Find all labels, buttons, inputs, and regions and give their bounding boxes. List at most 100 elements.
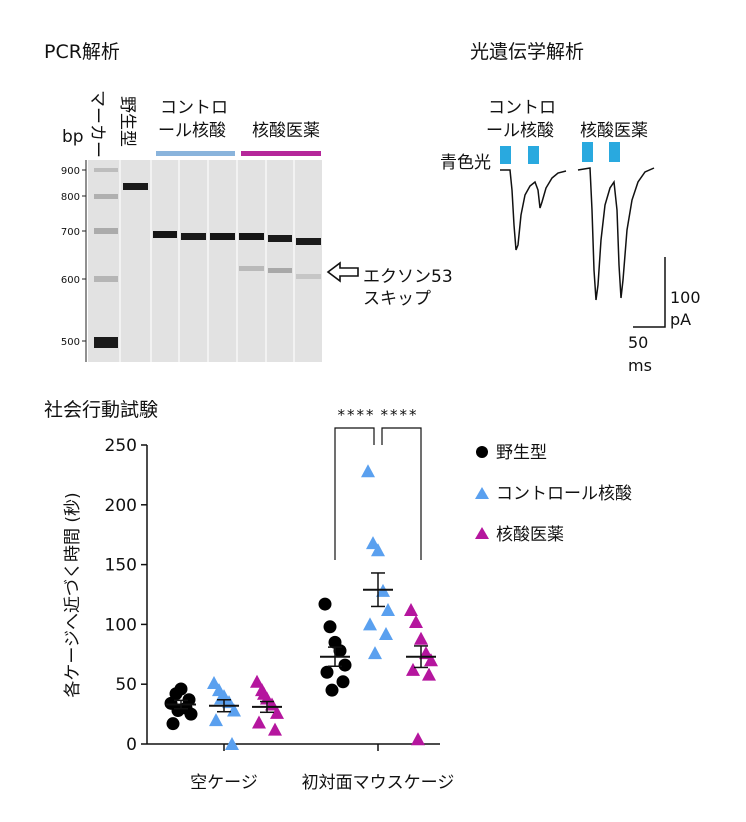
- electro-drug-label: 核酸医薬: [580, 121, 648, 141]
- data-point: [250, 674, 264, 688]
- scale-y-unit: pA: [670, 310, 691, 329]
- data-point: [209, 713, 223, 727]
- y-ticks: 0 50 100 150 200 250: [105, 436, 147, 755]
- control-trace: [500, 169, 567, 251]
- data-point: [361, 464, 375, 478]
- light-label: 青色光: [440, 153, 491, 173]
- bracket-wildtype-control: [334, 427, 375, 560]
- data-point: [409, 615, 423, 629]
- x-tick-label: 空ケージ: [190, 773, 258, 793]
- drug-band: [296, 238, 321, 245]
- data-point: [325, 683, 339, 697]
- x-ticks: 空ケージ 初対面マウスケージ: [190, 744, 454, 793]
- electro-control-line2: ール核酸: [486, 121, 554, 141]
- data-point: [270, 705, 284, 719]
- skip-band: [239, 266, 264, 271]
- skip-band: [268, 268, 292, 273]
- data-point: [336, 675, 350, 689]
- data-point: [320, 665, 334, 679]
- data-point: [257, 686, 271, 700]
- y-tick-label: 0: [126, 735, 137, 755]
- significance-stars: ****: [338, 406, 376, 424]
- data-point: [227, 703, 241, 717]
- data-point: [406, 662, 420, 676]
- skip-label-line2: スキップ: [363, 289, 431, 309]
- data-points: [164, 464, 438, 750]
- light-pulse: [500, 146, 511, 164]
- skip-label-line1: エクソン53: [363, 267, 453, 287]
- electrophysiology-panel: 光遺伝学解析 コントロ ール核酸 核酸医薬 青色光 100 pA 50 ms: [440, 41, 701, 375]
- significance-stars: ****: [381, 406, 419, 424]
- data-point: [225, 737, 239, 750]
- marker-band: [94, 337, 118, 348]
- bracket-control-drug: [381, 427, 422, 560]
- electro-control-line1: コントロ: [488, 98, 556, 118]
- significance-brackets: **** ****: [334, 406, 422, 560]
- lane-label-wildtype: 野生型: [117, 96, 137, 147]
- data-point: [323, 620, 337, 634]
- control-band: [153, 231, 177, 238]
- gel-background: [88, 160, 322, 362]
- ladder-800: 800: [61, 192, 80, 203]
- ladder-900: 900: [61, 166, 80, 177]
- data-point: [207, 676, 221, 690]
- data-point: [184, 707, 198, 721]
- drug-band: [239, 233, 264, 240]
- skip-arrow-icon: [326, 261, 359, 283]
- control-band: [210, 233, 235, 240]
- drug-group-bar: [241, 151, 321, 156]
- legend-marker-control: [475, 487, 489, 499]
- lane-label-control-line1: コントロ: [160, 98, 228, 118]
- legend-marker-drug: [475, 527, 489, 539]
- data-point: [363, 617, 377, 631]
- gel-image: [88, 160, 322, 362]
- ladder-700: 700: [61, 227, 80, 238]
- y-tick-label: 100: [105, 615, 137, 635]
- data-point: [422, 667, 436, 681]
- wildtype-band: [123, 183, 148, 190]
- data-point: [381, 603, 395, 617]
- y-axis-label: 各ケージへ近づく時間 (秒): [63, 492, 83, 697]
- chart-title: 社会行動試験: [44, 399, 158, 421]
- light-pulse: [609, 142, 620, 162]
- data-point: [404, 603, 418, 617]
- lane-label-marker: マーカー: [87, 90, 107, 158]
- legend-label-control: コントロール核酸: [496, 484, 632, 504]
- mean-sem-bars: [166, 572, 436, 714]
- scale-x-value: 50: [628, 333, 648, 352]
- pcr-panel: PCR解析 bp マーカー 野生型 コントロ ール核酸 核酸医薬: [44, 41, 453, 362]
- scale-bar: [633, 257, 666, 328]
- data-point: [171, 704, 185, 718]
- control-band: [181, 233, 206, 240]
- ladder-500: 500: [61, 337, 80, 348]
- data-point: [424, 653, 438, 667]
- y-tick-label: 150: [105, 556, 137, 576]
- marker-band: [94, 168, 118, 172]
- data-point: [411, 732, 425, 746]
- drug-band: [268, 235, 292, 242]
- data-point: [366, 536, 380, 550]
- data-point: [268, 722, 282, 736]
- legend-marker-wildtype: [476, 446, 488, 458]
- y-tick-label: 250: [105, 436, 137, 456]
- data-point: [166, 717, 180, 731]
- legend: 野生型 コントロール核酸 核酸医薬: [475, 443, 632, 545]
- marker-band: [94, 276, 118, 282]
- scale-y-value: 100: [670, 288, 701, 307]
- legend-label-wildtype: 野生型: [496, 443, 547, 463]
- scale-x-unit: ms: [628, 356, 652, 375]
- data-point: [174, 682, 188, 696]
- data-point: [371, 543, 385, 557]
- lane-label-drug: 核酸医薬: [252, 121, 320, 141]
- control-group-bar: [156, 151, 235, 156]
- data-point: [368, 646, 382, 660]
- light-pulse: [528, 146, 539, 164]
- legend-label-drug: 核酸医薬: [496, 525, 564, 545]
- y-tick-label: 200: [105, 496, 137, 516]
- data-point: [338, 658, 352, 672]
- social-behavior-chart: 社会行動試験 各ケージへ近づく時間 (秒) 0 50 100 150 200 250 空ケ…: [44, 399, 632, 793]
- bp-label: bp: [62, 127, 84, 147]
- ladder-600: 600: [61, 275, 80, 286]
- data-point: [414, 631, 428, 645]
